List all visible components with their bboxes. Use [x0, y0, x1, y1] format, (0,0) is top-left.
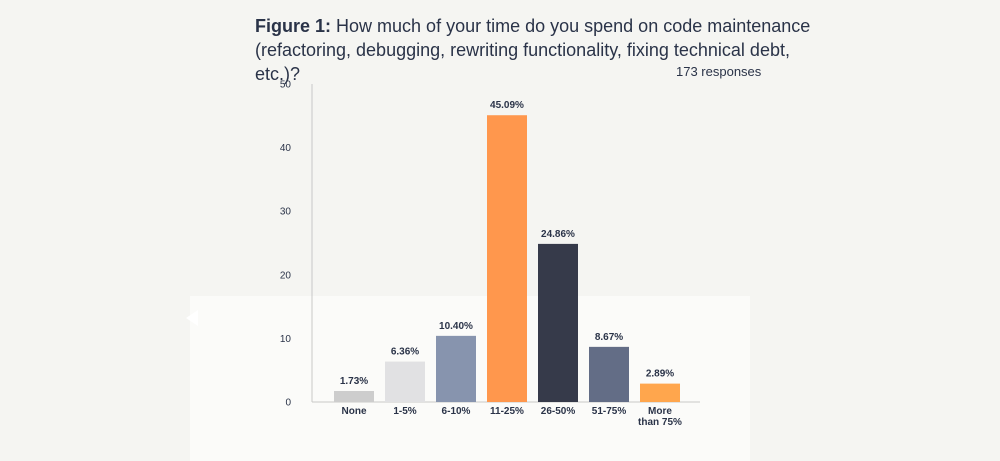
bar [487, 115, 527, 402]
bar-value-label: 24.86% [541, 229, 575, 240]
y-tick-label: 50 [280, 80, 292, 91]
x-category-label: More [648, 406, 672, 417]
chart-labels: 1.73% None 6.36% 1-5% 10.40% 6-10% 45.09% 11-25… [340, 100, 682, 428]
y-tick-label: 20 [280, 270, 292, 281]
chart-title: Figure 1: How much of your time do you s… [255, 14, 815, 86]
bar [385, 361, 425, 402]
bar-value-label: 1.73% [340, 376, 368, 387]
x-category-label: None [342, 406, 367, 417]
x-category-label: 1-5% [393, 406, 416, 417]
y-tick-label: 0 [285, 398, 291, 409]
bar [334, 390, 374, 402]
figure-label: Figure 1: [255, 16, 332, 36]
bar-value-label: 6.36% [391, 347, 419, 358]
x-category-label: 51-75% [592, 406, 627, 417]
chart-bars [334, 115, 680, 402]
bar-value-label: 2.89% [646, 369, 674, 380]
title-line-2: (refactoring, debugging, rewriting funct… [255, 40, 790, 84]
response-count: 173 responses [676, 64, 762, 79]
y-tick-label: 40 [280, 143, 292, 154]
bar [538, 243, 578, 402]
y-tick-label: 30 [280, 207, 292, 218]
x-category-label: 26-50% [541, 406, 576, 417]
bar [640, 383, 680, 402]
bar-value-label: 10.40% [439, 321, 473, 332]
x-category-label: 11-25% [490, 406, 524, 417]
bar-value-label: 8.67% [595, 332, 623, 343]
bar [589, 346, 629, 402]
title-line-1: How much of your time do you spend on co… [336, 16, 811, 36]
x-category-label: than 75% [638, 417, 682, 428]
bar [436, 335, 476, 402]
bar-value-label: 45.09% [490, 100, 524, 111]
left-notch-decoration [186, 310, 198, 326]
x-category-label: 6-10% [442, 406, 471, 417]
y-tick-label: 10 [280, 334, 292, 345]
